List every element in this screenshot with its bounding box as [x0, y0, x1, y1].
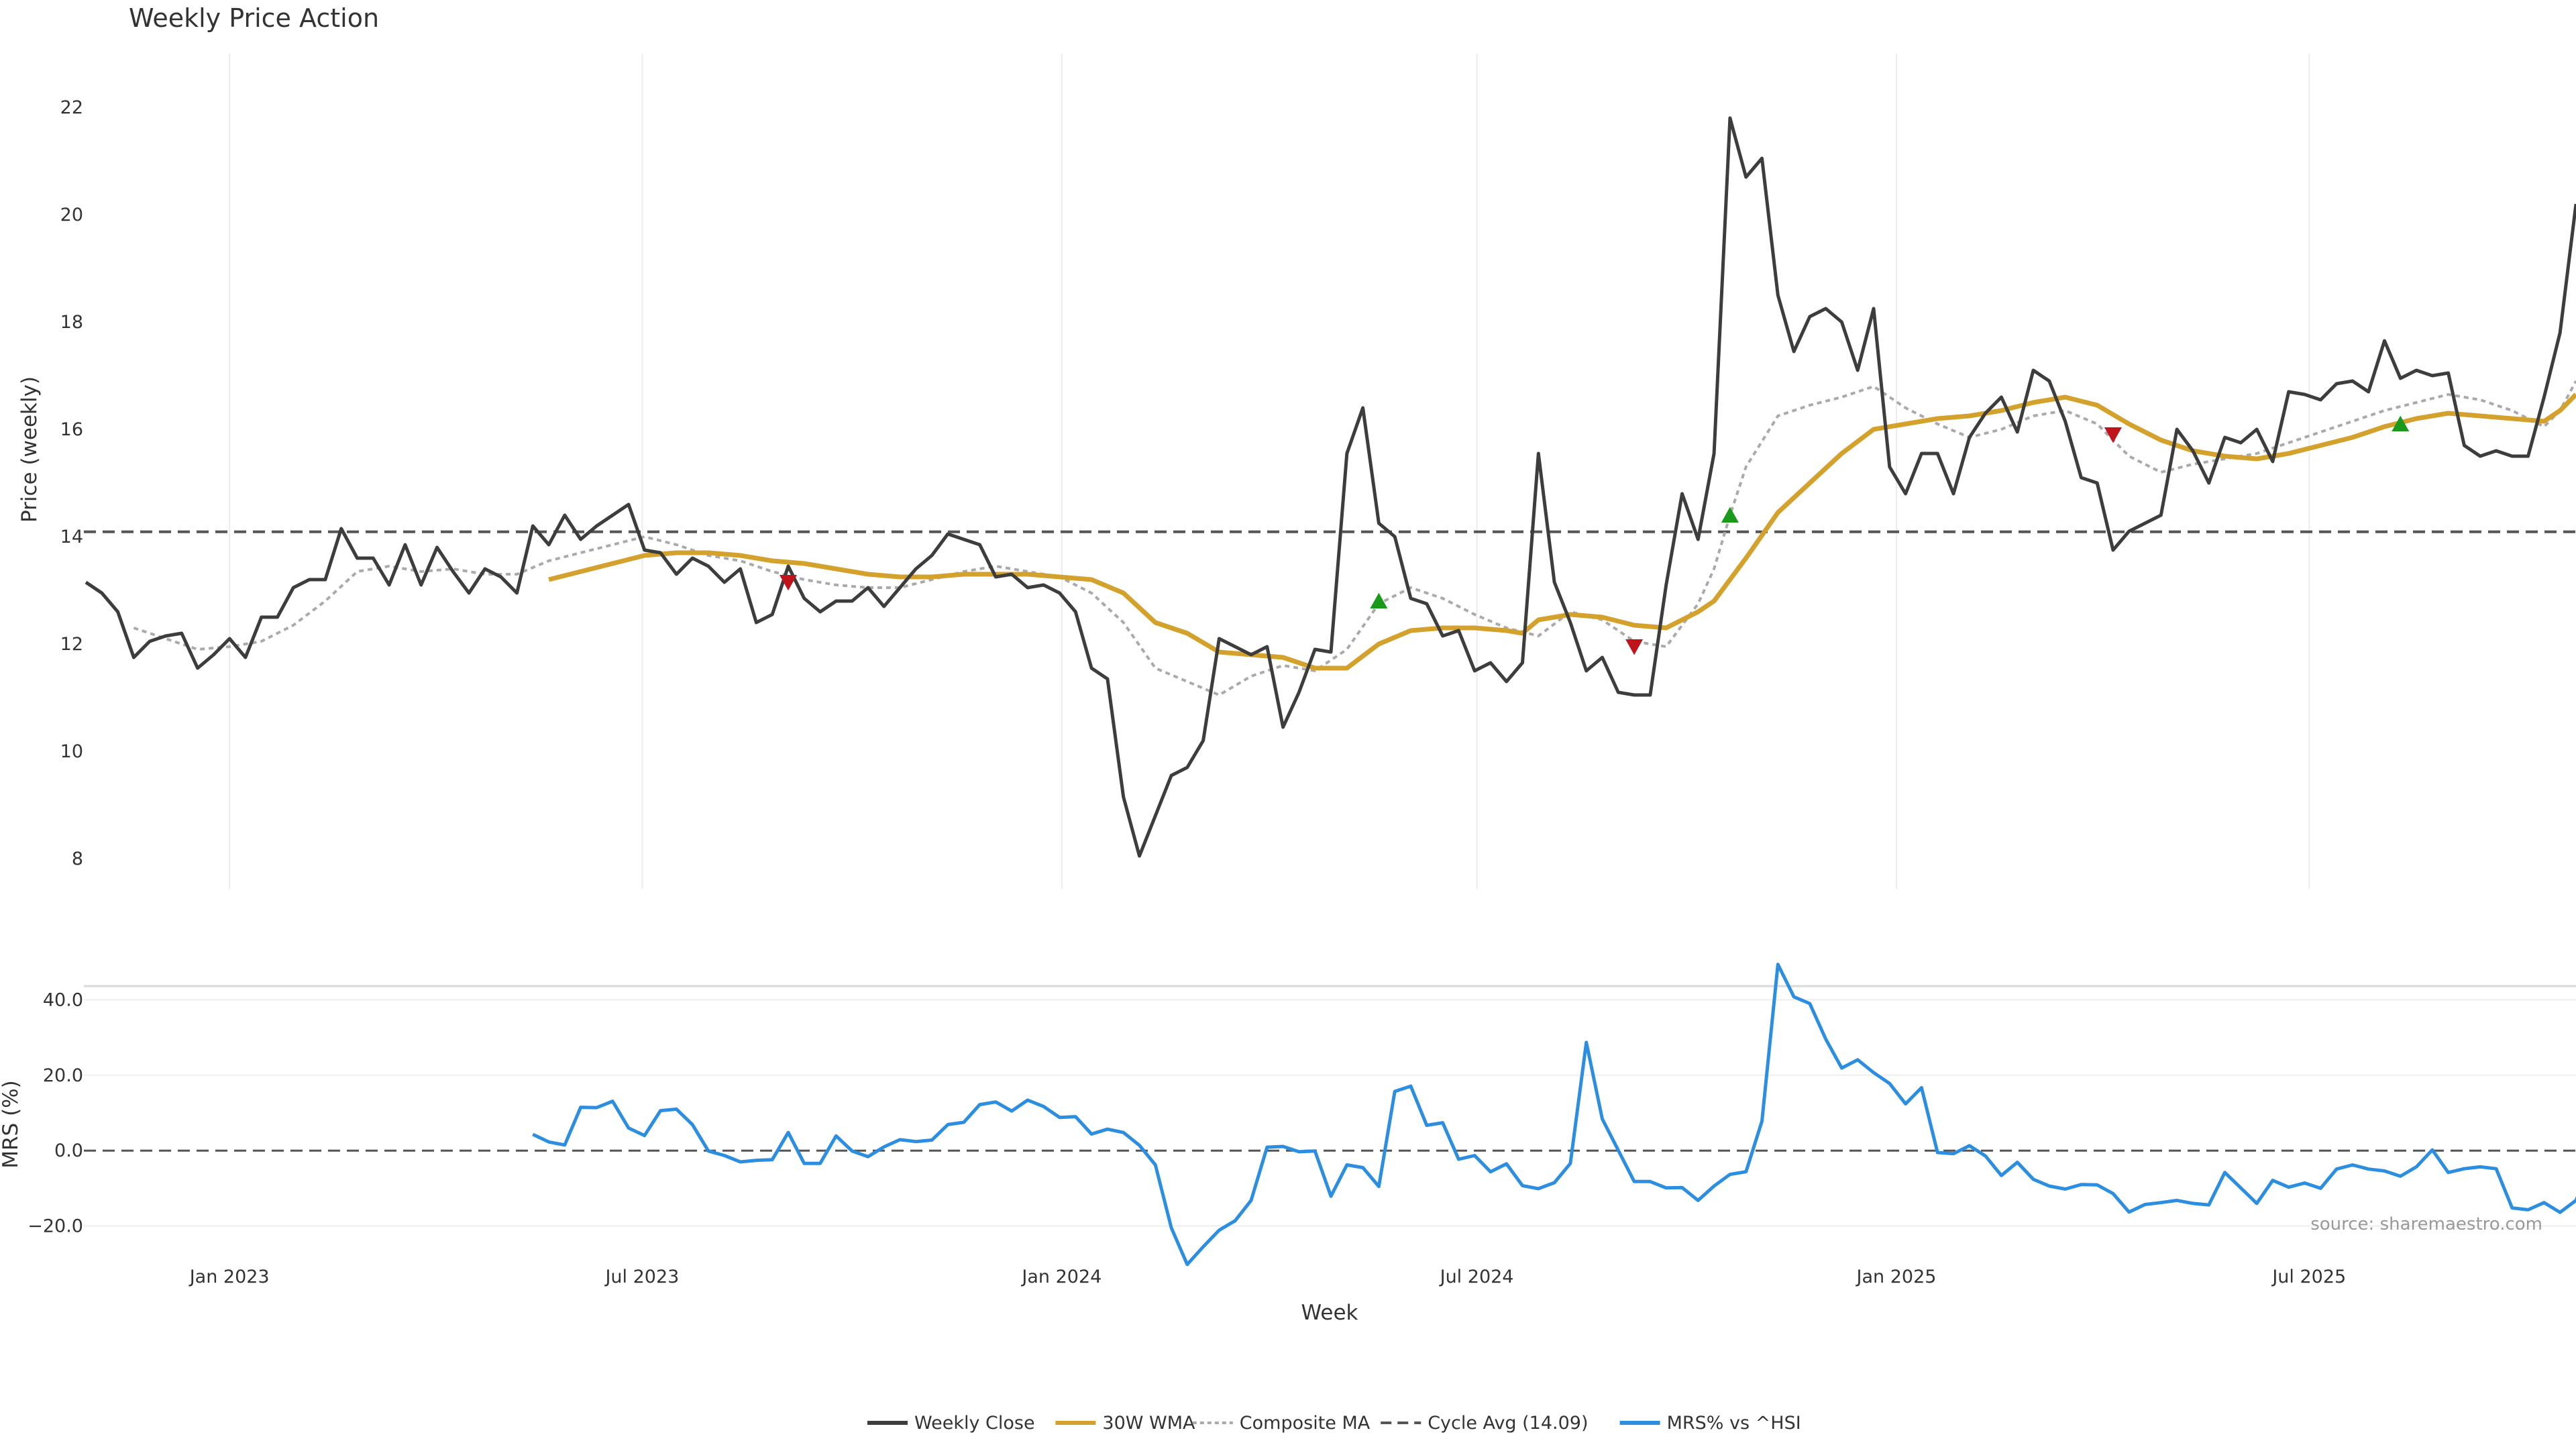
chart-title: Weekly Price Action	[129, 3, 379, 33]
legend-label: MRS% vs ^HSI	[1667, 1413, 1801, 1434]
price-y-tick-label: 8	[72, 849, 83, 869]
source-note: source: sharemaestro.com	[2310, 1214, 2542, 1234]
price-panel: 8 10 12 14 16 18 20 22 Price (weekly)	[17, 54, 2576, 889]
composite-ma-line	[133, 380, 2576, 697]
buy-signal-marker	[1721, 506, 1739, 523]
legend-item-cycle: Cycle Avg (14.09)	[1381, 1413, 1589, 1434]
signal-markers	[779, 415, 2410, 655]
legend-item-close: Weekly Close	[867, 1413, 1035, 1434]
price-y-tick-label: 12	[60, 634, 83, 655]
weekly-close-line	[85, 116, 2576, 858]
legend-item-mrs: MRS% vs ^HSI	[1619, 1413, 1801, 1434]
wma-30w-line	[548, 392, 2576, 671]
price-y-tick-label: 18	[60, 312, 83, 333]
legend-label: 30W WMA	[1102, 1413, 1195, 1434]
legend-label: Composite MA	[1240, 1413, 1371, 1434]
mrs-y-tick-label: 0.0	[54, 1140, 83, 1161]
legend: Weekly Close 30W WMA Composite MA Cycle Avg…	[867, 1413, 1801, 1434]
sell-signal-marker	[2104, 427, 2122, 443]
mrs-y-tick-label: −20.0	[28, 1216, 83, 1237]
buy-signal-marker	[1370, 592, 1388, 609]
x-tick-label: Jan 2025	[1856, 1267, 1937, 1287]
mrs-line	[532, 963, 2576, 1267]
sell-signal-marker	[1625, 639, 1644, 655]
price-gridlines	[229, 54, 2310, 889]
legend-label: Cycle Avg (14.09)	[1428, 1413, 1588, 1434]
mrs-y-tick-label: 40.0	[43, 989, 83, 1010]
mrs-panel: −20.0 0.0 20.0 40.0 MRS (%) source: sharema…	[0, 963, 2576, 1267]
price-y-axis: 8 10 12 14 16 18 20 22	[60, 97, 83, 869]
legend-item-wma: 30W WMA	[1055, 1413, 1195, 1434]
mrs-gridlines	[84, 999, 2576, 1227]
mrs-y-axis: −20.0 0.0 20.0 40.0	[28, 989, 83, 1236]
x-tick-label: Jan 2024	[1020, 1267, 1102, 1287]
price-y-tick-label: 14	[60, 527, 83, 547]
legend-item-composite: Composite MA	[1192, 1413, 1371, 1434]
price-axis-title: Price (weekly)	[17, 376, 42, 523]
x-axis: Jan 2023 Jul 2023 Jan 2024 Jul 2024 Jan 2025…	[189, 1267, 2347, 1287]
legend-label: Weekly Close	[914, 1413, 1035, 1434]
x-tick-label: Jan 2023	[189, 1267, 270, 1287]
x-tick-label: Jul 2025	[2271, 1267, 2346, 1287]
mrs-y-tick-label: 20.0	[43, 1065, 83, 1086]
buy-signal-marker	[2392, 415, 2410, 432]
price-y-tick-label: 10	[60, 741, 83, 762]
x-axis-title: Week	[1301, 1301, 1358, 1325]
x-tick-label: Jul 2023	[604, 1267, 679, 1287]
price-y-tick-label: 20	[60, 205, 83, 225]
price-y-tick-label: 16	[60, 419, 83, 440]
price-y-tick-label: 22	[60, 97, 83, 118]
x-tick-label: Jul 2024	[1439, 1267, 1514, 1287]
sell-signal-marker	[779, 574, 797, 591]
mrs-axis-title: MRS (%)	[0, 1080, 23, 1168]
